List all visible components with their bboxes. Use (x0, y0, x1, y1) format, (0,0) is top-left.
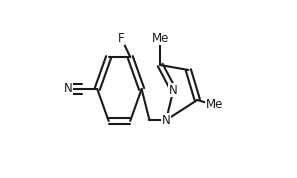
Text: N: N (64, 82, 72, 96)
Text: Me: Me (206, 98, 223, 111)
Text: N: N (162, 114, 170, 127)
Text: Me: Me (151, 32, 169, 44)
Text: F: F (118, 32, 124, 44)
Text: N: N (169, 83, 178, 96)
